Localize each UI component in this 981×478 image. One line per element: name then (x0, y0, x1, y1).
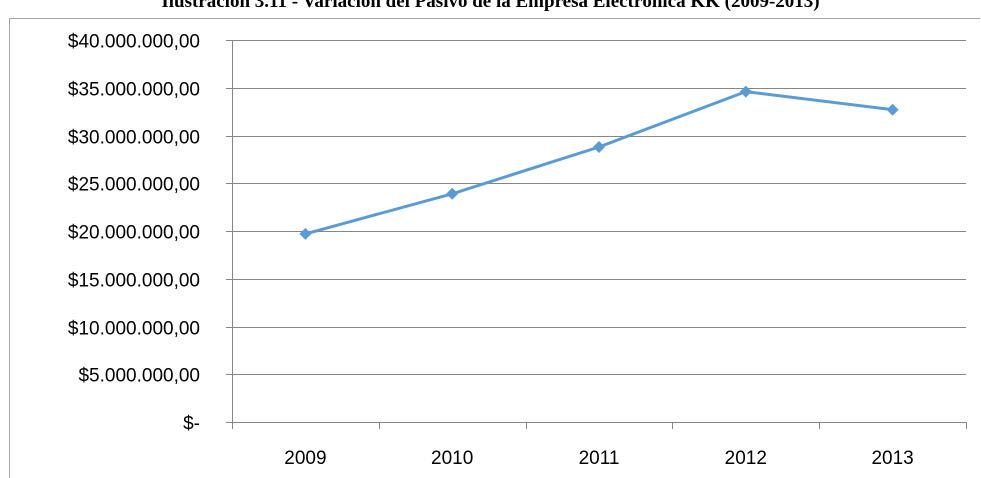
x-tick-label: 2009 (284, 448, 326, 469)
y-tick-label: $15.000.000,00 (68, 271, 200, 292)
y-tick-label: $35.000.000,00 (68, 80, 200, 101)
x-tick-label: 2012 (725, 448, 767, 469)
y-tick-label: $30.000.000,00 (68, 128, 200, 149)
data-point (299, 228, 311, 240)
data-point (887, 104, 899, 116)
y-tick-labels: $- $5.000.000,00 $10.000.000,00 $15.000.000… (68, 32, 200, 435)
y-tick-label: $10.000.000,00 (68, 319, 200, 340)
y-tick-label: $20.000.000,00 (68, 223, 200, 244)
x-tick-label: 2013 (871, 448, 913, 469)
y-tick-label: $5.000.000,00 (78, 366, 200, 387)
x-tick-label: 2011 (579, 448, 620, 469)
y-tick-label: $40.000.000,00 (68, 32, 200, 53)
y-tick-label: $- (183, 414, 200, 435)
series (299, 86, 898, 240)
x-tick-labels: 2009 2010 2011 2012 2013 (284, 448, 913, 469)
gridlines (232, 41, 966, 375)
axes (226, 40, 967, 429)
data-point (740, 86, 752, 98)
data-point (593, 141, 605, 153)
data-point (446, 188, 458, 200)
series-line (305, 92, 892, 234)
x-tick-label: 2010 (431, 448, 473, 469)
y-tick-label: $25.000.000,00 (68, 175, 200, 196)
